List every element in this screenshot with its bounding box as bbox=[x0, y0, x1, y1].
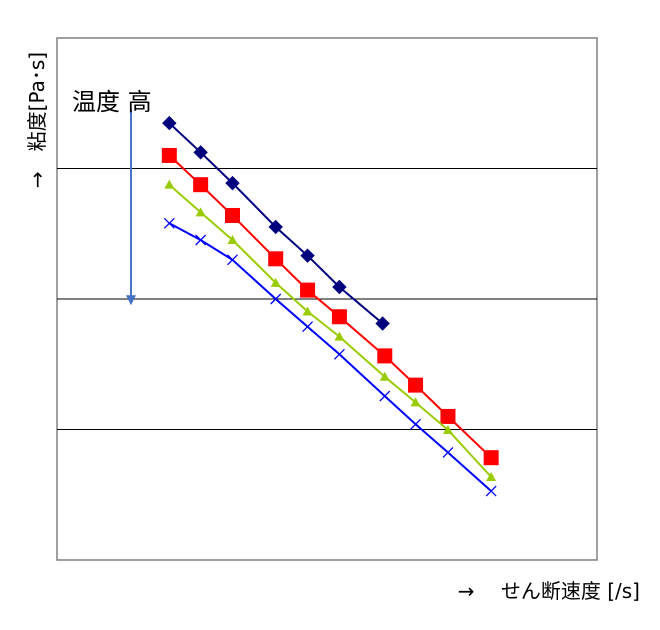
series-2-point-2 bbox=[193, 177, 209, 193]
series-2-point-9 bbox=[440, 408, 456, 424]
x-axis-label: → せん断速度 [/s] bbox=[458, 579, 640, 603]
series-2-point-3 bbox=[225, 207, 240, 223]
series-2-point-7 bbox=[377, 348, 393, 364]
series-4-point-6 bbox=[333, 348, 345, 360]
series-4-point-9 bbox=[442, 447, 454, 458]
series-2-point-10 bbox=[483, 450, 499, 466]
series-1-point-6 bbox=[332, 279, 347, 295]
series-4-point-1 bbox=[163, 217, 175, 229]
series-4-point-10 bbox=[485, 485, 497, 497]
series-4-point-2 bbox=[195, 234, 207, 246]
temperature-annotation: 温度 高 bbox=[72, 88, 152, 116]
series-layer bbox=[161, 115, 499, 497]
series-2-point-6 bbox=[331, 309, 347, 325]
series-3-point-4 bbox=[270, 277, 281, 287]
annotation-layer: 温度 高 bbox=[72, 88, 152, 306]
series-4-point-4 bbox=[270, 293, 282, 305]
series-1-point-5 bbox=[300, 248, 315, 263]
series-1 bbox=[162, 115, 390, 331]
series-2-line bbox=[168, 154, 492, 459]
series-3-point-9 bbox=[442, 425, 453, 435]
series-4-point-5 bbox=[302, 321, 314, 333]
series-3-point-10 bbox=[486, 472, 497, 482]
series-1-point-3 bbox=[225, 175, 240, 191]
series-3-point-1 bbox=[164, 179, 175, 189]
series-3-line bbox=[168, 183, 492, 478]
series-3-point-7 bbox=[379, 371, 390, 381]
series-1-point-7 bbox=[375, 316, 390, 331]
series-4-point-3 bbox=[227, 254, 238, 266]
gridlines bbox=[57, 168, 597, 430]
series-3-point-3 bbox=[227, 235, 238, 245]
series-4-point-7 bbox=[379, 390, 391, 402]
series-3 bbox=[164, 179, 497, 482]
series-4-point-8 bbox=[410, 418, 422, 430]
series-1-point-4 bbox=[268, 219, 283, 235]
series-3-point-2 bbox=[195, 207, 206, 217]
series-3-point-5 bbox=[302, 306, 313, 316]
series-2-point-8 bbox=[408, 377, 424, 393]
series-4 bbox=[163, 217, 497, 497]
series-1-point-1 bbox=[162, 115, 177, 131]
temperature-arrow-head bbox=[125, 295, 136, 306]
series-3-point-6 bbox=[334, 331, 345, 341]
series-2-point-4 bbox=[268, 251, 284, 267]
series-4-line bbox=[168, 222, 492, 492]
y-axis-label: → 粘度[Pa･s] bbox=[25, 52, 49, 188]
series-2-point-1 bbox=[161, 147, 177, 163]
series-2 bbox=[161, 147, 499, 466]
series-2-point-5 bbox=[300, 282, 316, 298]
series-1-point-2 bbox=[193, 145, 208, 160]
series-3-point-8 bbox=[410, 397, 421, 407]
